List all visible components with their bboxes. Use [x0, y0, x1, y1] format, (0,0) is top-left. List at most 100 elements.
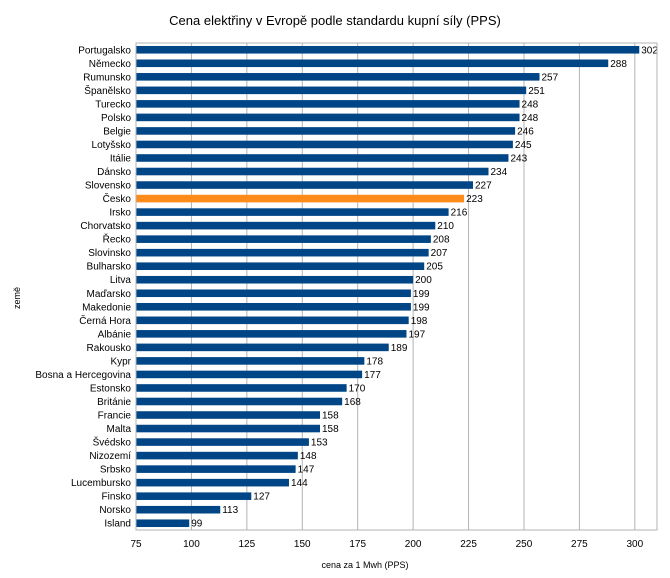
grid-lines — [135, 43, 636, 530]
bar — [136, 275, 414, 284]
value-label: 99 — [191, 519, 203, 530]
bar — [136, 208, 449, 216]
bar — [136, 167, 489, 176]
value-label: 158 — [322, 424, 339, 435]
category-label: Island — [104, 519, 131, 530]
x-tick-labels: 75 100 125 150 175 200 225 250 275 300 — [130, 539, 643, 550]
category-label: Slovensko — [85, 181, 132, 192]
bar — [136, 505, 221, 514]
category-label: Černá Hora — [79, 314, 131, 327]
value-label: 251 — [528, 86, 545, 97]
bar — [136, 127, 516, 135]
category-label: Británie — [97, 397, 131, 408]
category-label: Lucembursko — [71, 478, 131, 489]
x-tick-label: 250 — [516, 539, 533, 550]
value-label: 199 — [413, 289, 430, 300]
value-label: 288 — [610, 59, 627, 70]
category-label: Litva — [110, 275, 132, 286]
category-label: Malta — [107, 424, 132, 435]
value-label: 216 — [451, 208, 468, 219]
category-label: Turecko — [95, 99, 131, 110]
category-label: Kypr — [110, 356, 131, 367]
value-label: 207 — [431, 248, 448, 259]
value-label: 177 — [364, 370, 381, 381]
value-label: 113 — [222, 505, 238, 516]
value-label: 246 — [517, 126, 534, 137]
value-label: 197 — [408, 329, 425, 340]
value-label: 223 — [466, 194, 483, 205]
category-label: Portugalsko — [78, 45, 131, 56]
bar — [136, 478, 289, 487]
category-label: Rumunsko — [83, 72, 131, 83]
value-label: 302 — [641, 45, 658, 56]
x-tick-label: 150 — [294, 539, 311, 550]
bar — [136, 140, 513, 149]
category-label: Švédsko — [93, 436, 132, 449]
category-label: Norsko — [99, 505, 131, 516]
value-label: 243 — [510, 153, 527, 164]
category-label: Česko — [103, 192, 132, 205]
value-label: 153 — [311, 438, 328, 449]
bar — [136, 194, 465, 203]
x-tick-label: 300 — [626, 539, 643, 550]
value-label: 178 — [366, 356, 383, 367]
category-label: Chorvatsko — [80, 221, 131, 232]
bar — [136, 411, 321, 419]
x-tick-label: 200 — [405, 539, 422, 550]
category-label: Španělsko — [84, 84, 131, 97]
x-tick-label: 225 — [460, 539, 477, 550]
bar — [136, 248, 429, 257]
bar — [136, 465, 296, 473]
y-axis-label: země — [12, 287, 22, 309]
bar — [136, 262, 425, 270]
bar — [136, 59, 609, 68]
category-label: Polsko — [101, 113, 131, 124]
category-label: Lotyšsko — [92, 140, 132, 151]
value-label: 210 — [437, 221, 454, 232]
plot-frame — [135, 42, 658, 531]
chart-title: Cena elektřiny v Evropě podle standardu … — [169, 13, 501, 28]
value-label: 147 — [298, 465, 315, 476]
value-label: 168 — [344, 397, 361, 408]
value-label: 148 — [300, 451, 317, 462]
bar — [136, 384, 347, 392]
value-label: 227 — [475, 181, 492, 192]
bar — [136, 330, 407, 338]
bar — [136, 73, 540, 81]
category-label: Belgie — [103, 126, 131, 137]
bar — [136, 235, 431, 243]
value-label: 158 — [322, 411, 339, 422]
bar — [136, 451, 298, 460]
bar — [136, 113, 520, 122]
value-label: 205 — [426, 262, 443, 273]
value-label: 127 — [253, 492, 270, 503]
bar — [136, 424, 321, 433]
value-label: 248 — [522, 99, 539, 110]
bar — [136, 221, 436, 230]
value-label: 234 — [491, 167, 508, 178]
x-axis-label: cena za 1 Mwh (PPS) — [321, 560, 408, 570]
category-label: Makedonie — [82, 302, 131, 313]
category-label: Bosna a Hercegovina — [35, 370, 131, 381]
value-label: 170 — [349, 383, 366, 394]
value-label: 189 — [391, 343, 408, 354]
value-label: 245 — [515, 140, 532, 151]
value-label: 257 — [541, 72, 558, 83]
bar — [136, 181, 473, 189]
bar — [136, 303, 411, 311]
category-label: Nizozemí — [89, 451, 131, 462]
bar — [136, 86, 527, 95]
bar — [136, 492, 252, 500]
category-label: Irsko — [109, 208, 131, 219]
bar — [136, 343, 389, 352]
category-label: Německo — [89, 59, 132, 70]
value-label: 248 — [522, 113, 539, 124]
category-label: Řecko — [103, 233, 132, 246]
category-label: Itálie — [110, 153, 132, 164]
value-label: 199 — [413, 302, 430, 313]
x-tick-label: 100 — [183, 539, 200, 550]
category-label: Francie — [98, 411, 132, 422]
value-label: 144 — [291, 478, 308, 489]
